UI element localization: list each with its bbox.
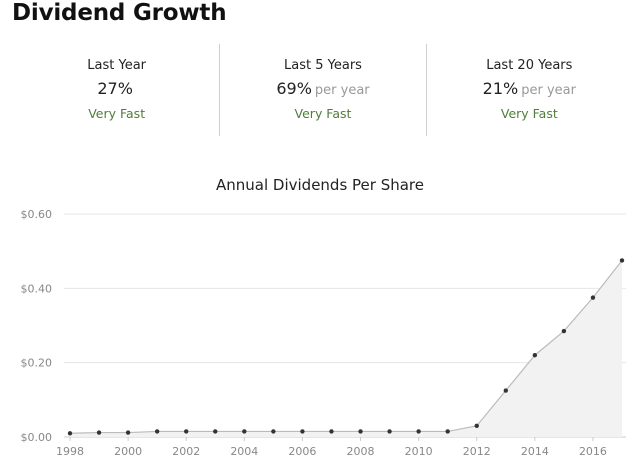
stats-panel: Last Year 27% Very Fast Last 5 Years 69%… (14, 44, 632, 136)
page-title: Dividend Growth (12, 0, 227, 26)
y-tick-label: $0.20 (21, 357, 53, 370)
x-tick-label: 2010 (405, 445, 433, 458)
x-tick-label: 2014 (521, 445, 549, 458)
data-point (271, 429, 276, 434)
x-tick-label: 2006 (288, 445, 316, 458)
data-point (416, 429, 421, 434)
stat-label: Last 20 Years (486, 58, 573, 73)
y-tick-label: $0.00 (21, 431, 53, 444)
y-tick-label: $0.60 (21, 208, 53, 221)
data-point (387, 429, 392, 434)
x-tick-label: 2004 (230, 445, 258, 458)
data-point (242, 429, 247, 434)
stat-label: Last Year (87, 58, 147, 73)
series-line (69, 260, 623, 434)
data-point (96, 430, 102, 435)
data-point (300, 429, 305, 434)
stat-number: 27% (97, 79, 133, 98)
stat-value: 27% (14, 79, 219, 98)
x-tick-label: 2016 (579, 445, 607, 458)
data-point (474, 423, 479, 429)
chart-title: Annual Dividends Per Share (216, 176, 424, 194)
stat-rating: Very Fast (500, 106, 558, 121)
x-tick-label: 2002 (172, 445, 200, 458)
stat-number: 69% (276, 79, 312, 98)
x-tick-label: 2008 (347, 445, 375, 458)
stat-rating: Very Fast (88, 106, 146, 121)
stat-last-5-years: Last 5 Years 69% per year Very Fast (219, 44, 425, 136)
x-tick-label: 2000 (114, 445, 142, 458)
data-point (125, 430, 131, 435)
data-point (184, 429, 189, 434)
stat-per: per year (521, 83, 576, 98)
data-point (532, 353, 538, 358)
stat-per: per year (314, 83, 370, 98)
series-area (70, 260, 622, 437)
data-point (590, 295, 596, 300)
stat-value: 21% per year (427, 79, 632, 98)
stat-label: Last 5 Years (284, 58, 362, 73)
x-tick-label: 1998 (56, 445, 84, 458)
data-point (213, 429, 218, 434)
data-point (503, 388, 508, 393)
stat-last-20-years: Last 20 Years 21% per year Very Fast (425, 44, 632, 136)
data-point (445, 429, 450, 434)
data-point (619, 258, 625, 263)
stat-value: 69% per year (220, 79, 425, 98)
x-tick-label: 2012 (463, 445, 491, 458)
data-point (358, 429, 363, 434)
data-point (67, 431, 73, 436)
stat-last-year: Last Year 27% Very Fast (14, 44, 219, 136)
data-point (154, 429, 160, 434)
stat-rating: Very Fast (294, 106, 352, 121)
stat-number: 21% (482, 79, 519, 98)
y-tick-label: $0.40 (21, 282, 53, 295)
data-point (329, 429, 334, 434)
data-point (561, 328, 567, 334)
